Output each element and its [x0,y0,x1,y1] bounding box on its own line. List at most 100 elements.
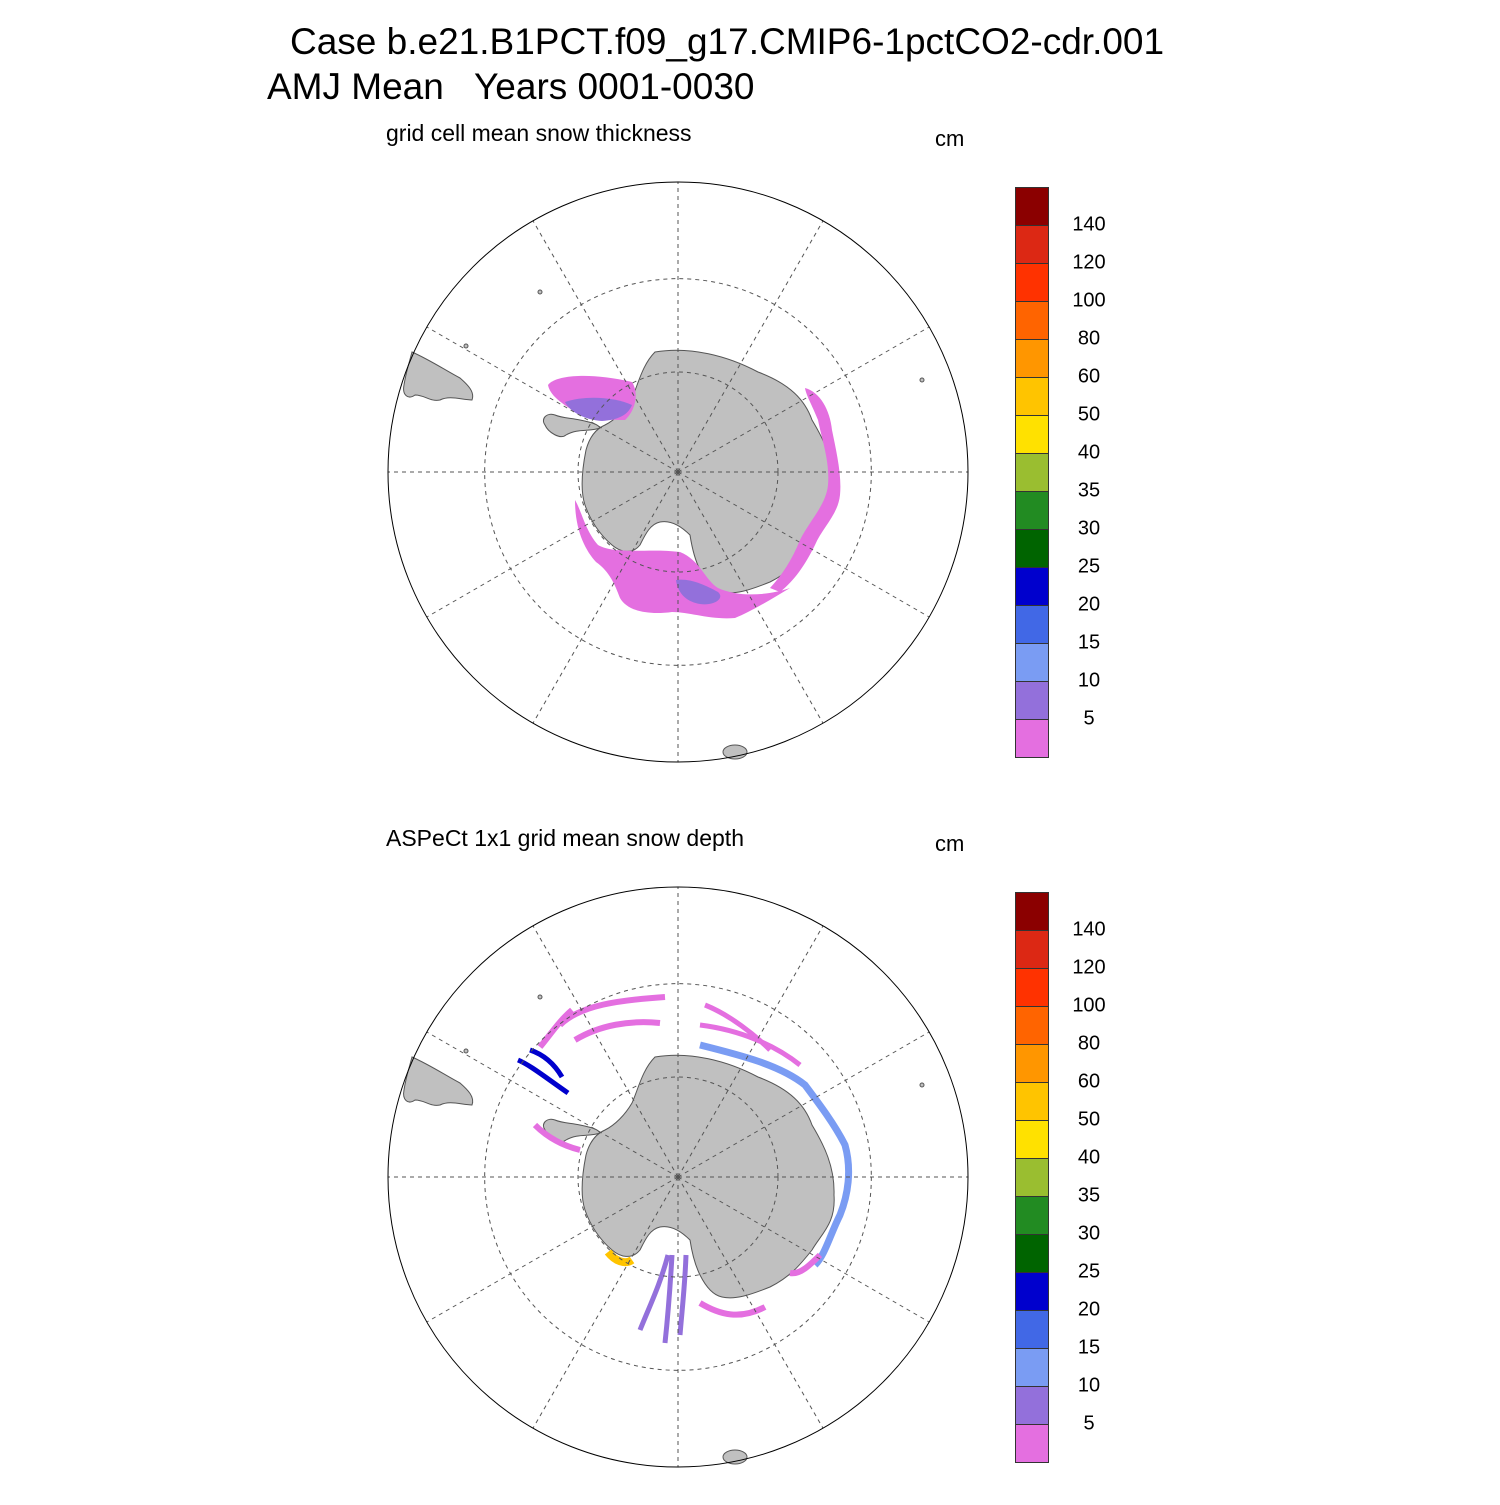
panel2-colorbar-label: 50 [1077,1108,1101,1131]
panel1-meridian [532,220,679,473]
panel1-title: grid cell mean snow thickness [386,120,692,146]
panel2-south-america [403,1056,474,1106]
panel1-meridian [677,220,824,473]
panel1-colorbar-label: 120 [1072,251,1106,274]
panel2-colorbar-label: 40 [1077,1146,1101,1169]
panel1-graticule [387,181,969,763]
panel1-units: cm [935,126,965,151]
panel1-south-georgia [537,289,543,295]
panel2-colorbar-label: 30 [1077,1222,1101,1245]
panel1-polar-map [387,181,969,763]
panel1-colorbar-label: 140 [1072,213,1106,236]
panel1-sea-ice-east-coast [770,388,841,592]
panel1-colorbar-label: 30 [1077,517,1101,540]
panel1-sea-ice-weddell-inner [565,397,632,421]
panel1-colorbar-label: 50 [1077,403,1101,426]
panel1-colorbar-label: 15 [1077,631,1101,654]
panel2-colorbar-segment [1015,1006,1049,1045]
panel1-south-america [403,351,474,401]
panel1-colorbar-label: 5 [1083,707,1095,730]
panel2-obs-east-tracks [699,1041,853,1268]
panel1-meridian [426,471,679,618]
panel2-kerguelen [919,1082,925,1088]
panel1-meridian [532,471,679,724]
panel1-colorbar-segment [1015,187,1049,226]
panel1-falklands [463,343,469,349]
panel2-colorbar-label: 60 [1077,1070,1101,1093]
panel1-colorbar: 5 10 15 20 25 30 35 40 50 60 80 100 120 140 [1015,187,1106,758]
panel2-meridian [426,1176,679,1323]
panel2-colorbar-segment [1015,1120,1049,1159]
panel1-colorbar-segment [1015,377,1049,416]
panel2-colorbar-segment [1015,1272,1049,1311]
panel2-obs-bellingshausen [604,1249,635,1267]
figure-title-line1: Case b.e21.B1PCT.f09_g17.CMIP6-1pctCO2-c… [290,21,1165,62]
panel2-meridian [532,1176,679,1429]
panel2-colorbar-segment [1015,1158,1049,1197]
panel2-antarctic-peninsula [542,1118,601,1143]
panel2-colorbar-label: 10 [1077,1374,1101,1397]
panel2-colorbar-label: 20 [1077,1298,1101,1321]
panel2-colorbar-segment [1015,892,1049,931]
panel2-colorbar-segment [1015,1082,1049,1121]
panel2-colorbar: 5 10 15 20 25 30 35 40 50 60 80 100 120 140 [1015,892,1106,1463]
panel1-colorbar-segment [1015,567,1049,606]
panel2-falklands [463,1048,469,1054]
panel1-colorbar-segment [1015,301,1049,340]
panel2-colorbar-segment [1015,1196,1049,1235]
panel2-meridian [532,925,679,1178]
panel2-colorbar-label: 25 [1077,1260,1101,1283]
panel2-colorbar-label: 15 [1077,1336,1101,1359]
panel1-colorbar-segment [1015,605,1049,644]
panel1-colorbar-label: 100 [1072,289,1106,312]
panel2-colorbar-label: 35 [1077,1184,1101,1207]
panel2-meridian [677,925,824,1178]
panel2-graticule [387,886,969,1468]
panel1-colorbar-segment [1015,681,1049,720]
panel2-colorbar-segment [1015,1348,1049,1387]
panel2-colorbar-label: 120 [1072,956,1106,979]
panel1-colorbar-segment [1015,415,1049,454]
panel2-obs-peninsula [516,1047,570,1096]
panel1-colorbar-segment [1015,529,1049,568]
panel2-units: cm [935,831,965,856]
panel2-map-boundary [387,886,969,1468]
panel1-meridian [426,326,679,473]
panel1-sea-ice-layer [548,375,841,619]
panel2-colorbar-segment [1015,968,1049,1007]
panel1-sea-ice-ross-inner [676,579,721,605]
panel1-colorbar-label: 80 [1077,327,1101,350]
panel1-colorbar-label: 25 [1077,555,1101,578]
panel2-colorbar-segment [1015,1424,1049,1463]
panel2-colorbar-segment [1015,1310,1049,1349]
panel2-colorbar-segment [1015,1386,1049,1425]
panel1-colorbar-label: 40 [1077,441,1101,464]
panel1-colorbar-segment [1015,263,1049,302]
panel1-colorbar-segment [1015,339,1049,378]
panel1-colorbar-segment [1015,491,1049,530]
panel1-colorbar-segment [1015,643,1049,682]
panel1-kerguelen [919,377,925,383]
panel1-meridian [677,471,930,618]
panel1-colorbar-label: 20 [1077,593,1101,616]
panel2-colorbar-label: 5 [1083,1412,1095,1435]
panel2-south-georgia [537,994,543,1000]
panel2-polar-map [387,886,969,1468]
panel2-obs-ross-tracks [637,1254,689,1344]
panel2-colorbar-segment [1015,1044,1049,1083]
panel2-meridian [677,1031,930,1178]
panel1-antarctica [581,349,835,594]
panel2-title: ASPeCt 1x1 grid mean snow depth [386,825,744,851]
panel1-colorbar-label: 60 [1077,365,1101,388]
panel1-colorbar-label: 10 [1077,669,1101,692]
panel1-sea-ice-ross [575,500,790,619]
figure-title-line2: AMJ Mean Years 0001-0030 [267,66,755,107]
panel2-obs-east-tracks-outer [699,1002,802,1067]
panel2-antarctica [581,1054,835,1299]
panel2-colorbar-label: 100 [1072,994,1106,1017]
panel2-colorbar-segment [1015,930,1049,969]
panel2-meridian [677,1176,824,1429]
panel1-meridian [677,326,930,473]
panel2-meridian [677,1176,930,1323]
panel2-meridian [426,1031,679,1178]
